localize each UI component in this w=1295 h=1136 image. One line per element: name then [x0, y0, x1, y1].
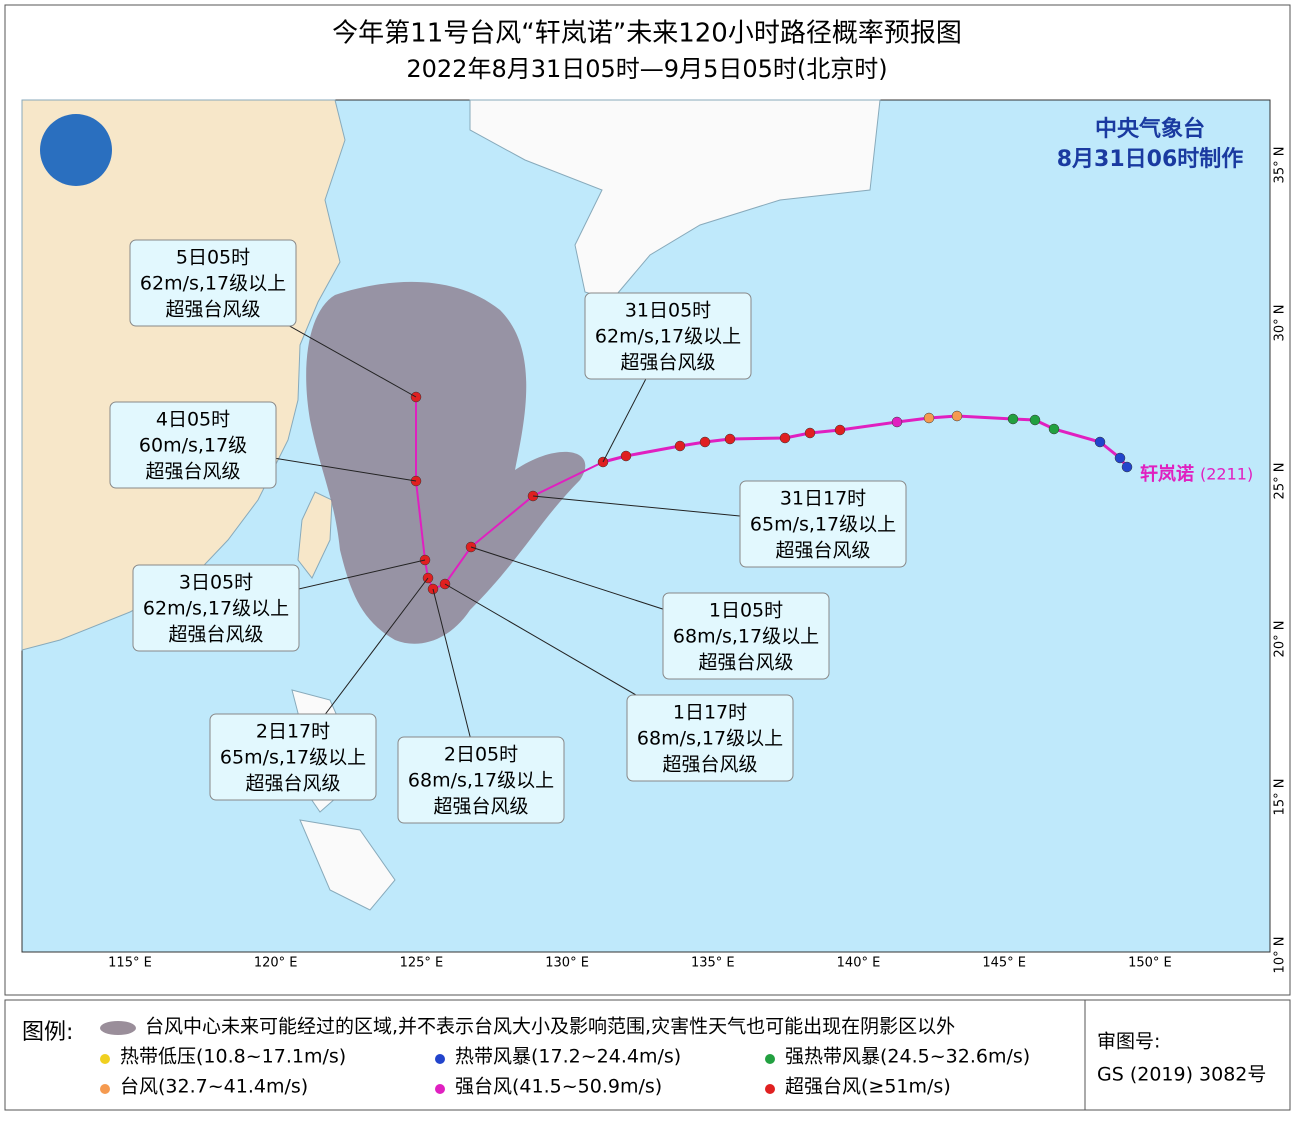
- lat-label: 15° N: [1273, 779, 1288, 816]
- callout-level: 超强台风级: [775, 540, 870, 562]
- callout-time: 31日17时: [780, 488, 866, 510]
- callout-level: 超强台风级: [145, 461, 240, 483]
- callout-box: [209, 713, 377, 801]
- callout-wind: 68m/s,17级以上: [637, 728, 783, 750]
- lon-label: 150° E: [1128, 956, 1172, 971]
- callout-box: [129, 239, 297, 327]
- callout-time: 1日05时: [709, 600, 783, 622]
- lon-label: 120° E: [254, 956, 298, 971]
- lat-label: 35° N: [1273, 147, 1288, 184]
- lon-label: 125° E: [400, 956, 444, 971]
- track-point: [1121, 461, 1133, 473]
- logo: [40, 114, 112, 186]
- legend-items: 热带低压(10.8~17.1m/s) 热带风暴(17.2~24.4m/s) 强热带风…: [100, 1046, 1030, 1098]
- callout-level: 超强台风级: [433, 796, 528, 818]
- lon-label: 140° E: [837, 956, 881, 971]
- track-point: [891, 416, 903, 428]
- lat-label: 25° N: [1273, 463, 1288, 500]
- legend-title: 图例:: [22, 1020, 73, 1045]
- cone-note: 台风中心未来可能经过的区域,并不表示台风大小及影响范围,灾害性天气也可能出现在阴…: [145, 1016, 955, 1038]
- track-point: [1007, 413, 1019, 425]
- legend-item: 超强台风(≥51m/s): [785, 1076, 951, 1098]
- legend-dot: [765, 1054, 775, 1064]
- title: 今年第11号台风“轩岚诺”未来120小时路径概率预报图: [332, 19, 962, 49]
- track-point: [724, 433, 736, 445]
- callout-level: 超强台风级: [620, 352, 715, 374]
- callout-time: 3日05时: [179, 572, 253, 594]
- callout-box: [584, 292, 752, 380]
- cone-swatch: [100, 1021, 136, 1035]
- callout-time: 4日05时: [156, 409, 230, 431]
- callout-wind: 62m/s,17级以上: [140, 273, 286, 295]
- legend-item: 强热带风暴(24.5~32.6m/s): [785, 1046, 1030, 1068]
- legend-item: 强台风(41.5~50.9m/s): [455, 1076, 662, 1098]
- callout-level: 超强台风级: [168, 624, 263, 646]
- track-point: [923, 412, 935, 424]
- lon-label: 135° E: [691, 956, 735, 971]
- legend-item: 热带低压(10.8~17.1m/s): [120, 1046, 346, 1068]
- legend-item: 台风(32.7~41.4m/s): [120, 1076, 308, 1098]
- track-point: [1114, 452, 1126, 464]
- track-point: [951, 410, 963, 422]
- agency: 中央气象台: [1095, 116, 1205, 142]
- lon-label: 145° E: [982, 956, 1026, 971]
- callout-time: 2日05时: [444, 744, 518, 766]
- legend-dot: [435, 1084, 445, 1094]
- approval-label: 审图号:: [1097, 1031, 1160, 1053]
- legend-item: 热带风暴(17.2~24.4m/s): [455, 1046, 681, 1068]
- callout-box: [397, 736, 565, 824]
- lat-label: 30° N: [1273, 305, 1288, 342]
- callout-box: [626, 694, 794, 782]
- mainland: [21, 99, 346, 651]
- legend-box: [4, 999, 1291, 1111]
- lon-label: 130° E: [545, 956, 589, 971]
- track-point: [1094, 436, 1106, 448]
- callout-box: [662, 592, 830, 680]
- track-point: [699, 436, 711, 448]
- subtitle: 2022年8月31日05时—9月5日05时(北京时): [406, 55, 887, 83]
- track-point: [804, 427, 816, 439]
- callout-level: 超强台风级: [662, 754, 757, 776]
- callout-time: 2日17时: [256, 721, 330, 743]
- callout-level: 超强台风级: [165, 299, 260, 321]
- callout-box: [739, 480, 907, 568]
- callout-level: 超强台风级: [698, 652, 793, 674]
- approval-number: GS (2019) 3082号: [1097, 1064, 1266, 1086]
- lat-label: 20° N: [1273, 621, 1288, 658]
- storm-name: 轩岚诺: [1140, 463, 1194, 485]
- track-point: [779, 432, 791, 444]
- track-point: [1029, 414, 1041, 426]
- legend-dot: [435, 1054, 445, 1064]
- storm-code: (2211): [1200, 465, 1253, 484]
- track-point: [620, 450, 632, 462]
- callout-wind: 68m/s,17级以上: [673, 626, 819, 648]
- issued: 8月31日06时制作: [1057, 147, 1244, 172]
- track-point: [1048, 423, 1060, 435]
- callout-wind: 68m/s,17级以上: [408, 770, 554, 792]
- callout-wind: 60m/s,17级: [139, 435, 247, 457]
- callout-level: 超强台风级: [245, 773, 340, 795]
- probability-cone: [306, 281, 586, 644]
- callout-wind: 65m/s,17级以上: [220, 747, 366, 769]
- callout-wind: 65m/s,17级以上: [750, 514, 896, 536]
- lon-label: 115° E: [108, 956, 152, 971]
- callout-box: [132, 564, 300, 652]
- callout-wind: 62m/s,17级以上: [143, 598, 289, 620]
- axes: 115° E 120° E 125° E 130° E 135° E 140° E 145°…: [108, 147, 1287, 974]
- callout-time: 1日17时: [673, 702, 747, 724]
- legend-dot: [765, 1084, 775, 1094]
- lat-label: 10° N: [1273, 937, 1288, 974]
- callout-time: 5日05时: [176, 247, 250, 269]
- track-point: [834, 424, 846, 436]
- legend-dot: [100, 1054, 110, 1064]
- callout-time: 31日05时: [625, 300, 711, 322]
- callout-box: [109, 401, 277, 489]
- track-point: [674, 440, 686, 452]
- callout-wind: 62m/s,17级以上: [595, 326, 741, 348]
- legend-dot: [100, 1084, 110, 1094]
